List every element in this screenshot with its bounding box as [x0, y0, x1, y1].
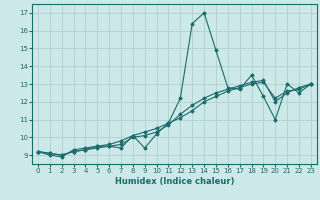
X-axis label: Humidex (Indice chaleur): Humidex (Indice chaleur): [115, 177, 234, 186]
